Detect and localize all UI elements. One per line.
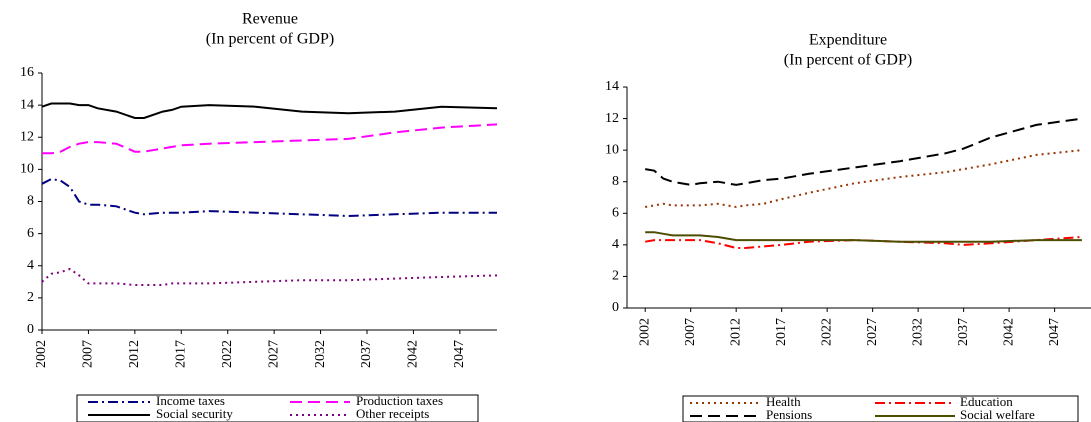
x-tick-label: 2047: [452, 340, 467, 368]
legend-label: Social security: [156, 406, 233, 421]
series-line: [41, 177, 497, 218]
x-tick-label: 2017: [774, 318, 789, 346]
y-tick-label: 14: [605, 79, 619, 94]
x-tick-label: 2022: [819, 318, 834, 346]
x-tick-label: 2047: [1047, 318, 1062, 346]
x-tick-label: 2042: [406, 340, 421, 368]
x-tick-label: 2042: [1001, 318, 1016, 346]
y-tick-label: 6: [27, 226, 34, 241]
x-tick-label: 2002: [34, 340, 49, 368]
y-tick-label: 2: [27, 290, 34, 305]
y-tick-label: 2: [612, 269, 619, 284]
chart-title: Revenue: [242, 11, 298, 28]
x-tick-label: 2027: [266, 340, 281, 368]
y-tick-label: 10: [20, 162, 34, 177]
y-tick-label: 14: [20, 97, 34, 112]
legend-label: Education: [960, 394, 1013, 409]
series-line: [42, 123, 498, 155]
chart-subtitle: (In percent of GDP): [784, 52, 912, 69]
legend-label: Income taxes: [156, 393, 225, 408]
x-tick-label: 2022: [220, 340, 235, 368]
y-tick-label: 0: [27, 322, 34, 337]
y-tick-label: 6: [612, 206, 619, 221]
legend-box: [682, 395, 1079, 422]
x-tick-label: 2032: [910, 318, 925, 346]
x-tick-label: 2012: [728, 318, 743, 346]
legend-label: Health: [766, 394, 801, 409]
x-tick-label: 2012: [127, 340, 142, 368]
y-tick-label: 4: [612, 237, 619, 252]
legend-label: Production taxes: [356, 393, 443, 408]
y-tick-label: 12: [605, 111, 619, 126]
y-tick-label: 8: [27, 194, 34, 209]
legend-label: Social welfare: [960, 407, 1035, 422]
series-line: [645, 236, 1082, 249]
legend-label: Pensions: [766, 407, 812, 422]
y-tick-label: 16: [20, 65, 34, 80]
chart-title: Expenditure: [809, 32, 887, 49]
series-line: [41, 267, 498, 286]
y-tick-label: 12: [20, 129, 34, 144]
y-tick-label: 10: [605, 142, 619, 157]
x-tick-label: 2002: [637, 318, 652, 346]
x-tick-label: 2007: [81, 340, 96, 368]
x-tick-label: 2032: [313, 340, 328, 368]
y-tick-label: 8: [612, 174, 619, 189]
y-tick-label: 0: [612, 300, 619, 315]
legend-label: Other receipts: [356, 406, 429, 421]
x-tick-label: 2017: [174, 340, 189, 368]
chart-subtitle: (In percent of GDP): [206, 31, 334, 48]
series-line: [645, 149, 1083, 209]
x-tick-label: 2037: [359, 340, 374, 368]
series-line: [645, 117, 1083, 186]
series-line: [41, 102, 498, 119]
x-tick-label: 2027: [865, 318, 880, 346]
legend-box: [76, 394, 479, 422]
series-line: [645, 231, 1082, 243]
y-tick-label: 4: [27, 258, 34, 273]
x-tick-label: 2037: [956, 318, 971, 346]
x-tick-label: 2007: [683, 318, 698, 346]
